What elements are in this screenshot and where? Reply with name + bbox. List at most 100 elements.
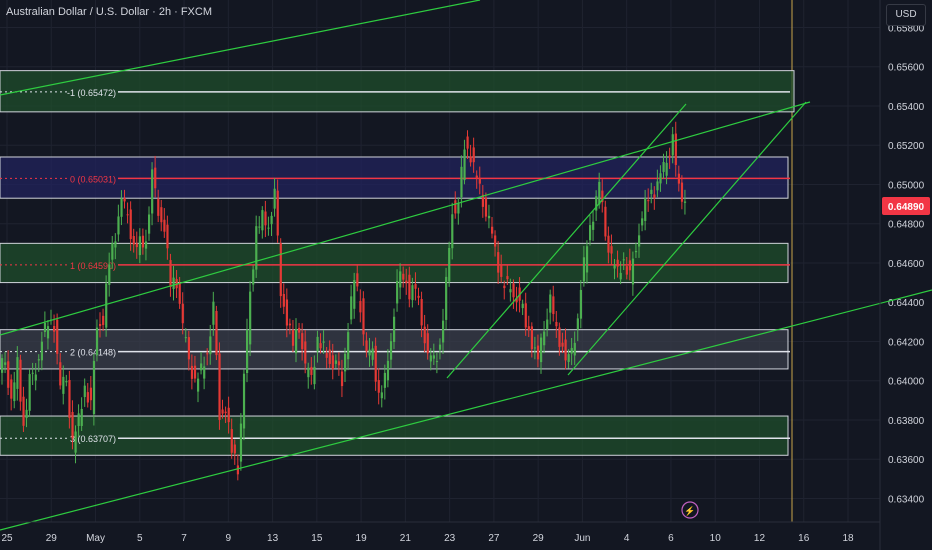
candle-body — [616, 259, 619, 267]
candle-body — [644, 198, 647, 221]
candle-body — [530, 326, 534, 350]
candle-body — [656, 181, 659, 191]
candle-body — [28, 374, 31, 411]
candle-body — [383, 372, 387, 388]
x-tick-label: 19 — [356, 533, 368, 544]
candle-body — [74, 431, 77, 453]
candle-body — [236, 465, 240, 475]
candle-body — [677, 173, 681, 184]
candle-body — [77, 413, 80, 427]
fib-level-label: -1 (0.65472) — [67, 88, 116, 98]
candle-body — [466, 136, 469, 149]
x-tick-label: 25 — [1, 533, 13, 544]
candle-body — [662, 162, 665, 172]
candle-body — [582, 257, 586, 282]
candle-body — [647, 200, 650, 202]
candle-body — [105, 283, 108, 328]
candle-body — [227, 407, 230, 423]
candle-body — [13, 382, 16, 402]
y-tick-label: 0.65600 — [888, 63, 925, 74]
y-tick-label: 0.65800 — [888, 23, 925, 34]
candle-body — [43, 322, 47, 332]
candle-body — [497, 252, 500, 273]
candle-body — [34, 374, 37, 381]
candle-body — [350, 296, 353, 320]
candle-body — [622, 259, 625, 261]
candle-body — [393, 316, 396, 342]
candle-body — [285, 299, 289, 326]
candle-body — [396, 280, 399, 304]
candle-body — [181, 303, 184, 324]
candle-body — [558, 327, 561, 347]
candle-body — [435, 361, 439, 363]
candle-body — [190, 365, 194, 379]
candle-body — [304, 341, 307, 364]
candle-body — [442, 320, 445, 343]
x-tick-label: 15 — [311, 533, 323, 544]
candle-body — [200, 363, 203, 371]
candle-body — [484, 197, 488, 217]
candle-body — [322, 341, 325, 343]
fib-level-label: 3 (0.63707) — [70, 434, 116, 444]
candle-body — [610, 246, 613, 254]
candle-body — [653, 194, 656, 199]
trend-line — [0, 101, 811, 336]
trend-line — [0, 289, 932, 531]
candle-body — [386, 360, 390, 381]
x-tick-label: 12 — [754, 533, 766, 544]
candle-body — [239, 423, 243, 462]
candle-body — [7, 361, 10, 388]
x-tick-label: 7 — [181, 533, 187, 544]
candle-body — [472, 147, 475, 163]
candle-body — [209, 336, 212, 355]
candle-body — [295, 329, 298, 354]
candle-body — [160, 207, 163, 223]
candle-body — [368, 349, 371, 356]
candle-body — [564, 339, 567, 361]
candle-body — [365, 340, 368, 352]
candle-body — [641, 218, 644, 226]
zone-rect — [0, 156, 789, 199]
candle-body — [178, 283, 181, 304]
candle-body — [126, 214, 129, 216]
candle-body — [108, 264, 111, 285]
chart-title: Australian Dollar / U.S. Dollar · 2h · F… — [6, 6, 212, 18]
current-price-tag — [882, 197, 930, 216]
candle-body — [411, 285, 414, 301]
candle-body — [307, 367, 310, 378]
candle-body — [279, 243, 282, 297]
candle-body — [500, 265, 503, 277]
candle-body — [457, 203, 460, 214]
candle-body — [264, 211, 267, 226]
candle-body — [65, 381, 68, 383]
candle-body — [71, 411, 74, 439]
x-tick-label: 29 — [533, 533, 545, 544]
candle-body — [344, 353, 347, 372]
candle-body — [665, 162, 668, 176]
candle-body — [111, 243, 114, 260]
candle-body — [325, 353, 328, 358]
candle-body — [417, 295, 420, 298]
candle-body — [273, 188, 276, 209]
current-price-label: 0.64890 — [888, 202, 925, 213]
candle-body — [592, 221, 595, 230]
candle-body — [389, 341, 393, 360]
candle-body — [432, 355, 436, 359]
candle-body — [469, 156, 472, 163]
y-tick-label: 0.63600 — [888, 455, 925, 466]
candle-body — [671, 134, 674, 156]
candle-body — [405, 280, 408, 284]
candle-body — [377, 380, 380, 393]
candle-body — [549, 294, 552, 313]
candle-body — [613, 264, 616, 269]
candle-body — [454, 200, 457, 214]
candle-body — [144, 241, 148, 249]
candle-body — [337, 361, 341, 366]
candle-body — [1, 358, 4, 373]
y-tick-label: 0.64800 — [888, 220, 925, 231]
candle-body — [203, 366, 206, 379]
candle-body — [683, 201, 687, 203]
currency-selector[interactable]: USD — [886, 4, 926, 26]
candle-body — [595, 196, 598, 211]
